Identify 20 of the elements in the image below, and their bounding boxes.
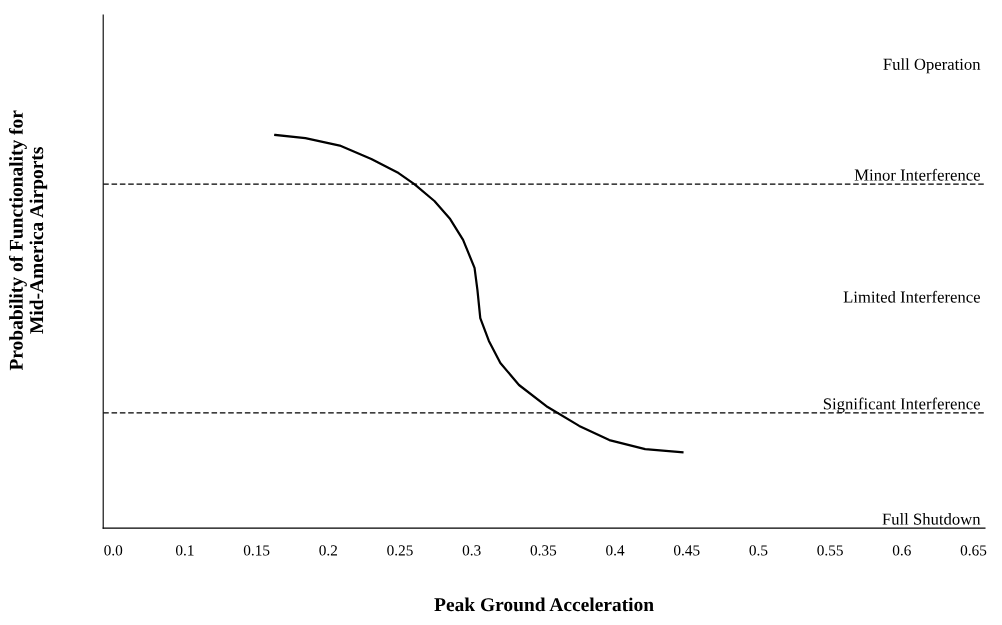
x-tick-label: 0.3: [462, 545, 481, 556]
x-tick-label: 0.4: [606, 545, 625, 556]
y-axis-title: Probability of Functionality for Mid-America Airports: [8, 110, 48, 371]
x-tick-label: 0.2: [319, 545, 338, 556]
x-tick-label: 0.35: [530, 545, 557, 556]
annotation: Limited Interference: [843, 290, 980, 303]
x-tick-label: 0.0: [104, 545, 123, 556]
x-tick-label: 0.15: [243, 545, 270, 556]
x-tick-label: 0.5: [749, 545, 768, 556]
x-tick-label: 0.25: [387, 545, 413, 556]
x-axis-title: Peak Ground Acceleration: [434, 597, 654, 612]
ref-line-label: Minor Interference: [854, 168, 980, 181]
annotation: Full Shutdown: [882, 513, 981, 525]
x-tick-label: 0.6: [892, 545, 911, 556]
x-tick-label: 0.1: [175, 545, 194, 556]
ref-line-label: Significant Interference: [823, 397, 980, 413]
text: Full Operation: [883, 58, 981, 74]
x-tick-label: 0.55: [817, 545, 843, 556]
x-tick-label: 0.65: [960, 545, 987, 556]
x-tick-label: 0.45: [673, 545, 700, 556]
